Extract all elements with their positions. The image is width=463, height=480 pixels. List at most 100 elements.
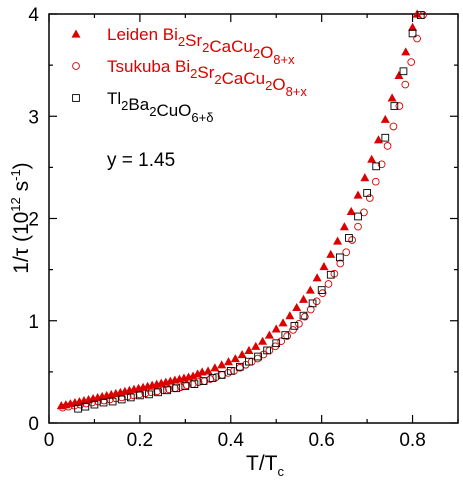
data-point <box>408 22 418 31</box>
data-point <box>360 208 368 217</box>
data-point <box>295 319 303 328</box>
data-point <box>253 354 262 363</box>
data-point <box>326 249 336 258</box>
data-point <box>265 346 274 355</box>
y-axis-label: 1/τ (1012 s-1) <box>8 162 33 273</box>
series-1 <box>56 9 422 410</box>
data-point <box>289 326 297 334</box>
data-point <box>153 387 162 396</box>
data-point <box>326 270 335 279</box>
data-point <box>354 212 362 221</box>
data-point <box>237 349 247 359</box>
y-tick-label: 2 <box>28 210 39 231</box>
x-tick-label: 0.2 <box>127 430 153 451</box>
data-point <box>333 236 343 245</box>
data-point <box>90 400 99 409</box>
data-point <box>292 302 302 312</box>
legend-marker <box>72 94 80 102</box>
y-tick-label: 1 <box>28 312 39 333</box>
data-point <box>401 80 410 89</box>
x-tick-label: 0 <box>44 430 55 451</box>
data-point <box>306 305 315 314</box>
data-point <box>377 160 386 169</box>
data-point <box>64 402 73 411</box>
data-point <box>135 390 144 399</box>
data-point <box>342 248 351 257</box>
data-point <box>159 386 167 395</box>
annotation-y: y = 1.45 <box>107 150 175 171</box>
data-point <box>272 339 281 348</box>
data-point <box>395 102 404 110</box>
data-point <box>236 362 244 371</box>
data-point <box>108 397 117 406</box>
data-point <box>245 357 253 366</box>
x-tick-label: 0.8 <box>399 430 425 451</box>
y-tick-label: 0 <box>28 414 39 435</box>
data-point <box>154 388 162 397</box>
data-point <box>277 337 286 346</box>
x-tick-label: 0.6 <box>308 430 334 451</box>
data-point <box>226 367 235 375</box>
data-point <box>399 67 408 76</box>
data-point <box>381 133 390 142</box>
data-point <box>401 47 411 56</box>
data-point <box>416 11 425 19</box>
x-axis-label: T/Tc <box>246 452 285 479</box>
data-point <box>281 331 290 339</box>
data-point <box>100 396 108 405</box>
data-point <box>394 70 404 79</box>
data-point <box>181 382 190 391</box>
y-tick-label: 4 <box>28 5 39 26</box>
data-point <box>365 194 374 202</box>
data-point <box>126 393 135 402</box>
data-point <box>188 371 198 380</box>
data-point <box>136 391 144 400</box>
data-point <box>172 384 181 393</box>
data-point <box>390 102 399 110</box>
data-point <box>324 280 333 288</box>
legend-label: Tsukuba Bi2Sr2CaCu2O8+x <box>107 57 307 99</box>
data-point <box>194 378 203 386</box>
data-point <box>389 122 398 131</box>
data-point <box>81 402 90 411</box>
data-point <box>283 332 291 340</box>
data-point <box>380 114 390 123</box>
data-point <box>285 311 295 320</box>
data-point <box>165 385 173 394</box>
data-point <box>99 398 108 407</box>
data-point <box>210 363 220 372</box>
data-point <box>251 341 261 350</box>
tick-marks <box>48 13 459 424</box>
data-point <box>117 395 126 404</box>
data-point <box>308 299 317 308</box>
y-tick-label: 3 <box>28 107 39 128</box>
data-point <box>413 34 421 43</box>
data-point <box>336 259 345 268</box>
data-point <box>354 222 362 231</box>
data-marks <box>56 9 427 413</box>
data-point <box>298 294 308 303</box>
data-point <box>363 189 371 197</box>
data-point <box>278 318 288 327</box>
legend-label: Tl2Ba2CuO6+δ <box>107 89 213 125</box>
legend-marker <box>72 62 80 70</box>
data-point <box>339 222 349 231</box>
data-point <box>312 273 322 282</box>
data-point <box>244 345 254 355</box>
legend-marker <box>71 29 81 38</box>
data-point <box>299 311 308 320</box>
data-point <box>345 234 353 242</box>
data-point <box>230 354 240 363</box>
data-point <box>290 322 299 330</box>
data-point <box>387 93 397 102</box>
data-point <box>217 371 226 379</box>
data-point <box>76 400 85 409</box>
data-point <box>353 190 363 199</box>
data-point <box>217 360 227 369</box>
data-point <box>254 352 262 361</box>
data-point <box>301 312 309 321</box>
data-point <box>372 162 381 171</box>
data-point <box>264 330 274 339</box>
data-point <box>419 11 427 19</box>
